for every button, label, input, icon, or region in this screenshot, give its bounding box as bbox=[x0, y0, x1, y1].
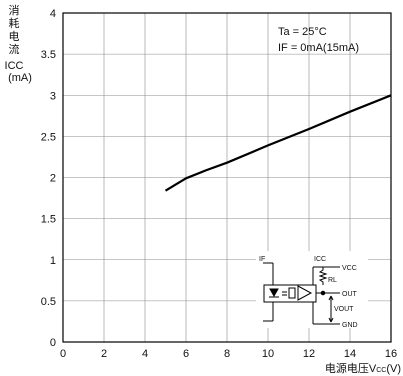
x-axis-label-prefix: 电源电压V bbox=[325, 361, 377, 375]
circuit-label-icc: ICC bbox=[314, 256, 326, 263]
y-tick-label: 0 bbox=[50, 337, 56, 349]
tick-labels: 0 2 4 6 8 10 12 14 16 0 0.5 1 1.5 2 2.5 3 3.5 4 bbox=[41, 8, 397, 360]
y-tick-label: 4 bbox=[50, 8, 56, 20]
y-tick-label: 0.5 bbox=[41, 296, 56, 308]
x-tick-label: 6 bbox=[183, 348, 189, 360]
y-tick-label: 2.5 bbox=[41, 131, 56, 143]
y-axis-unit: (mA) bbox=[8, 72, 32, 84]
y-tick-label: 2 bbox=[50, 173, 56, 185]
x-axis-label: 电源电压VCC(V) bbox=[325, 361, 401, 375]
x-tick-label: 2 bbox=[101, 348, 107, 360]
y-tick-label: 1 bbox=[50, 255, 56, 267]
x-tick-label: 14 bbox=[344, 348, 356, 360]
y-axis-label-char: 消 bbox=[9, 3, 20, 17]
circuit-label-if: IF bbox=[259, 256, 265, 263]
x-tick-label: 8 bbox=[224, 348, 230, 360]
series-group bbox=[164, 94, 392, 192]
circuit-label-rl: RL bbox=[328, 277, 337, 284]
y-axis-label-char: 电 bbox=[9, 30, 20, 43]
circuit-label-out: OUT bbox=[342, 291, 358, 298]
x-tick-label: 12 bbox=[303, 348, 315, 360]
series-line bbox=[164, 94, 392, 192]
test-circuit-diagram: IF ICC VCC RL OUT VOUT GND bbox=[256, 251, 368, 329]
y-tick-label: 3.5 bbox=[41, 49, 56, 61]
y-axis-label-char: 耗 bbox=[9, 17, 20, 30]
y-tick-label: 3 bbox=[50, 90, 56, 102]
y-tick-label: 1.5 bbox=[41, 214, 56, 226]
y-axis-symbol: ICC bbox=[5, 60, 24, 72]
annotation-forward-current: IF = 0mA(15mA) bbox=[278, 42, 359, 54]
plot-frame bbox=[62, 12, 392, 343]
x-tick-label: 0 bbox=[60, 348, 66, 360]
y-axis-label: 消 耗 电 流 ICC (mA) bbox=[5, 3, 32, 84]
circuit-label-gnd: GND bbox=[342, 322, 358, 329]
x-axis-label-sub: CC bbox=[376, 367, 386, 374]
annotation-temperature: Ta = 25°C bbox=[278, 26, 327, 38]
x-tick-label: 4 bbox=[142, 348, 148, 360]
x-tick-label: 10 bbox=[262, 348, 274, 360]
y-axis-label-char: 流 bbox=[9, 42, 20, 56]
x-tick-label: 16 bbox=[385, 348, 397, 360]
x-axis-label-unit: (V) bbox=[386, 363, 401, 375]
circuit-label-vout: VOUT bbox=[334, 306, 354, 313]
circuit-label-vcc: VCC bbox=[342, 265, 357, 272]
